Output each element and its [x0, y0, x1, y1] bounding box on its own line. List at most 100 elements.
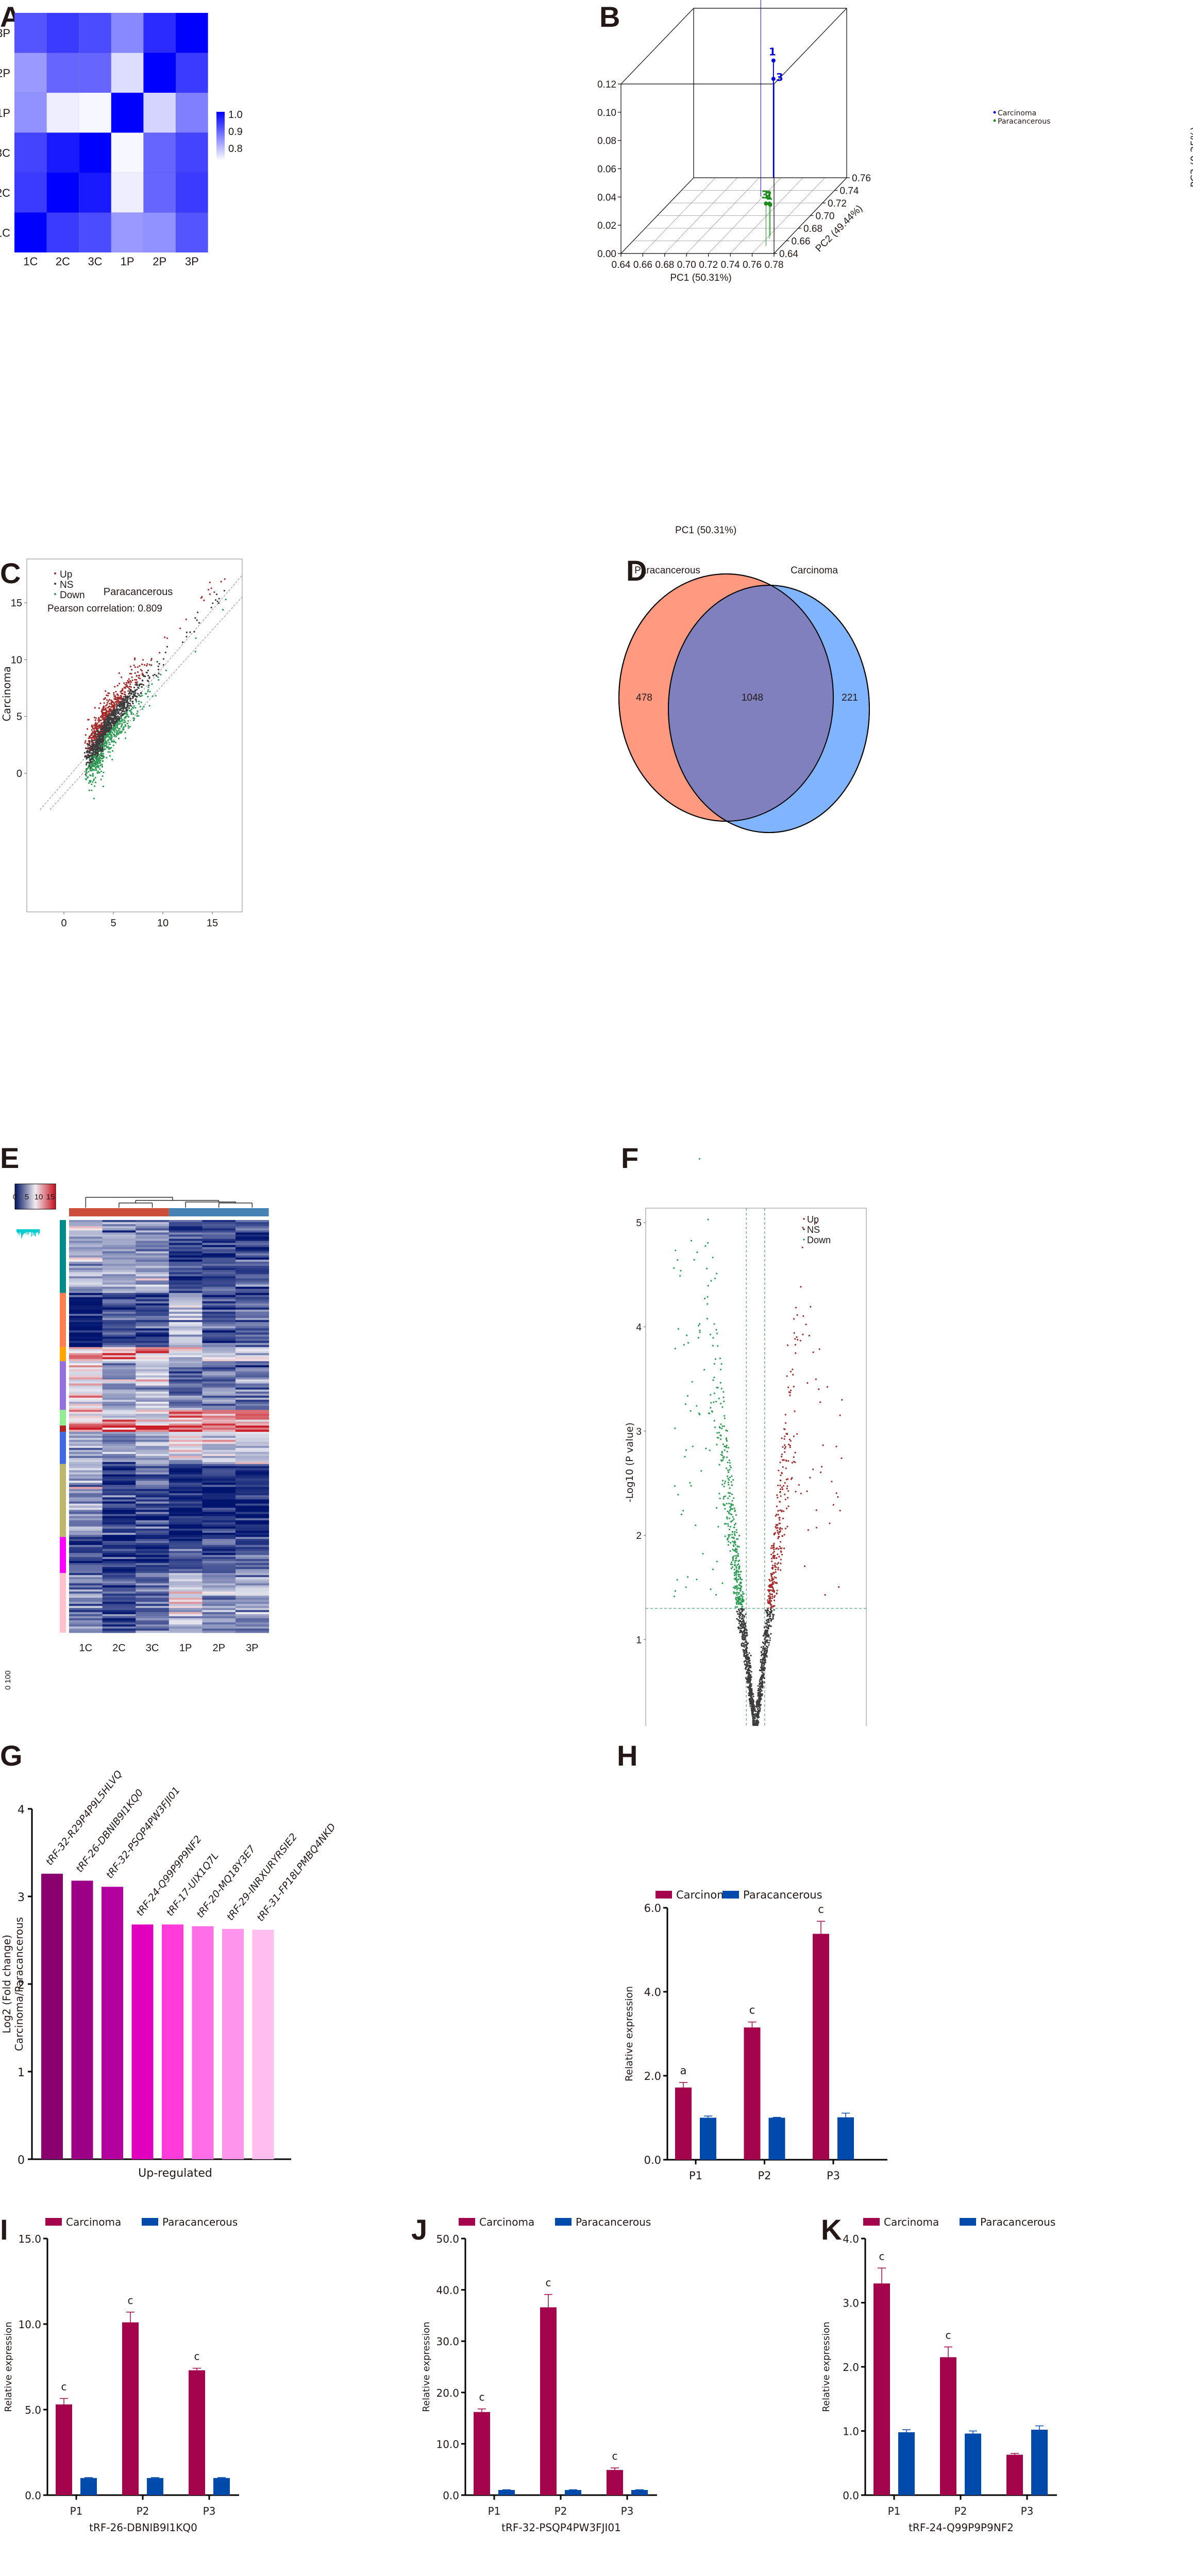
heatmap-cell — [236, 1598, 270, 1600]
data-point — [106, 702, 108, 704]
heatmap-cell — [102, 1289, 136, 1292]
plot-frame — [645, 1208, 867, 1726]
data-point — [731, 1536, 733, 1538]
data-point — [91, 757, 93, 759]
data-point — [122, 688, 124, 690]
heatmap-cell — [136, 1345, 170, 1348]
data-point — [121, 720, 123, 722]
data-point — [731, 1566, 734, 1568]
heatmap-cell — [136, 1243, 170, 1246]
data-point — [761, 1674, 763, 1676]
heatmap-cell — [69, 1458, 103, 1461]
data-point — [771, 1564, 774, 1567]
heatmap-cell — [169, 1569, 203, 1571]
heatmap-cell — [169, 1394, 203, 1396]
data-point — [810, 1306, 812, 1308]
heatmap-cell — [102, 1499, 136, 1502]
data-point — [752, 1722, 754, 1724]
data-point — [90, 737, 92, 739]
data-point — [125, 686, 127, 688]
data-point — [707, 1296, 709, 1298]
heatmap-cell — [175, 172, 209, 213]
heatmap-cell — [69, 1573, 103, 1575]
data-point — [734, 1510, 736, 1512]
heatmap-cell — [236, 1379, 270, 1382]
data-point — [773, 1548, 775, 1550]
heatmap-cell — [169, 1330, 203, 1333]
heatmap-cell — [136, 1355, 170, 1358]
data-point — [103, 736, 105, 738]
heatmap-cell — [102, 1485, 136, 1487]
data-point — [728, 1484, 730, 1486]
heatmap-cell — [69, 1318, 103, 1320]
data-point — [99, 702, 102, 704]
heatmap-cell — [202, 1579, 236, 1582]
heatmap-cell — [102, 1345, 136, 1348]
data-point — [781, 1486, 783, 1488]
heatmap-cell — [69, 1620, 103, 1623]
data-point — [113, 703, 115, 705]
data-point — [781, 1553, 783, 1556]
heatmap-cell — [102, 1446, 136, 1448]
data-point — [148, 705, 150, 707]
histogram-bar — [37, 1229, 38, 1232]
panel-label-k: K — [821, 2213, 842, 2246]
data-point — [86, 742, 88, 745]
data-point — [762, 1647, 764, 1650]
data-point — [125, 682, 127, 684]
data-point — [132, 702, 134, 705]
heatmap-cell — [136, 1301, 170, 1304]
data-point — [725, 1438, 728, 1440]
heatmap-cell — [169, 1549, 203, 1551]
heatmap-cell — [169, 1405, 203, 1409]
data-point — [749, 1701, 752, 1703]
data-point — [136, 701, 138, 703]
heatmap-cell — [202, 1401, 236, 1404]
heatmap-cell — [136, 1531, 170, 1533]
data-point — [731, 1500, 733, 1502]
heatmap-cell — [236, 1245, 270, 1248]
data-point — [765, 1650, 767, 1652]
heatmap-cell — [202, 1537, 236, 1539]
data-point — [762, 1635, 764, 1637]
heatmap-cell — [102, 1377, 136, 1380]
data-point — [765, 1630, 767, 1632]
data-point — [94, 782, 96, 784]
heatmap-cell — [169, 1612, 203, 1615]
data-point — [138, 687, 140, 689]
data-point — [109, 751, 111, 753]
heatmap-cell — [202, 1359, 236, 1362]
data-point — [96, 738, 99, 740]
data-point — [703, 1369, 705, 1371]
heatmap-cell — [202, 1297, 236, 1300]
heatmap-cell — [69, 1249, 103, 1252]
data-point — [727, 1447, 730, 1449]
data-point — [129, 725, 131, 728]
data-point — [726, 1502, 728, 1505]
data-point — [181, 641, 184, 643]
heatmap-cell — [202, 1284, 236, 1287]
heatmap-cell — [169, 1357, 203, 1360]
heatmap-cell — [69, 1522, 103, 1525]
heatmap-cell — [236, 1318, 270, 1320]
data-point — [105, 715, 107, 717]
heatmap-cell — [102, 1476, 136, 1479]
legend-marker — [54, 593, 56, 595]
data-point — [738, 1584, 740, 1586]
heatmap-cell — [69, 1326, 103, 1329]
data-point — [796, 1336, 798, 1338]
heatmap-cell — [236, 1395, 270, 1398]
data-point — [695, 1524, 697, 1527]
heatmap-cell — [136, 1389, 170, 1392]
data-point — [98, 739, 100, 741]
data-point — [786, 1485, 788, 1487]
data-point — [733, 1533, 735, 1535]
data-point — [106, 714, 108, 716]
cluster-heatmap: 1C 2C 3C 1P 2P 3P0 5 10 150 100 — [4, 1183, 270, 1690]
data-point — [138, 685, 140, 687]
heatmap-cell — [136, 1614, 170, 1617]
data-point — [717, 1526, 719, 1528]
heatmap-cell — [69, 1297, 103, 1300]
data-point — [89, 748, 91, 750]
heatmap-cell — [102, 1516, 136, 1519]
